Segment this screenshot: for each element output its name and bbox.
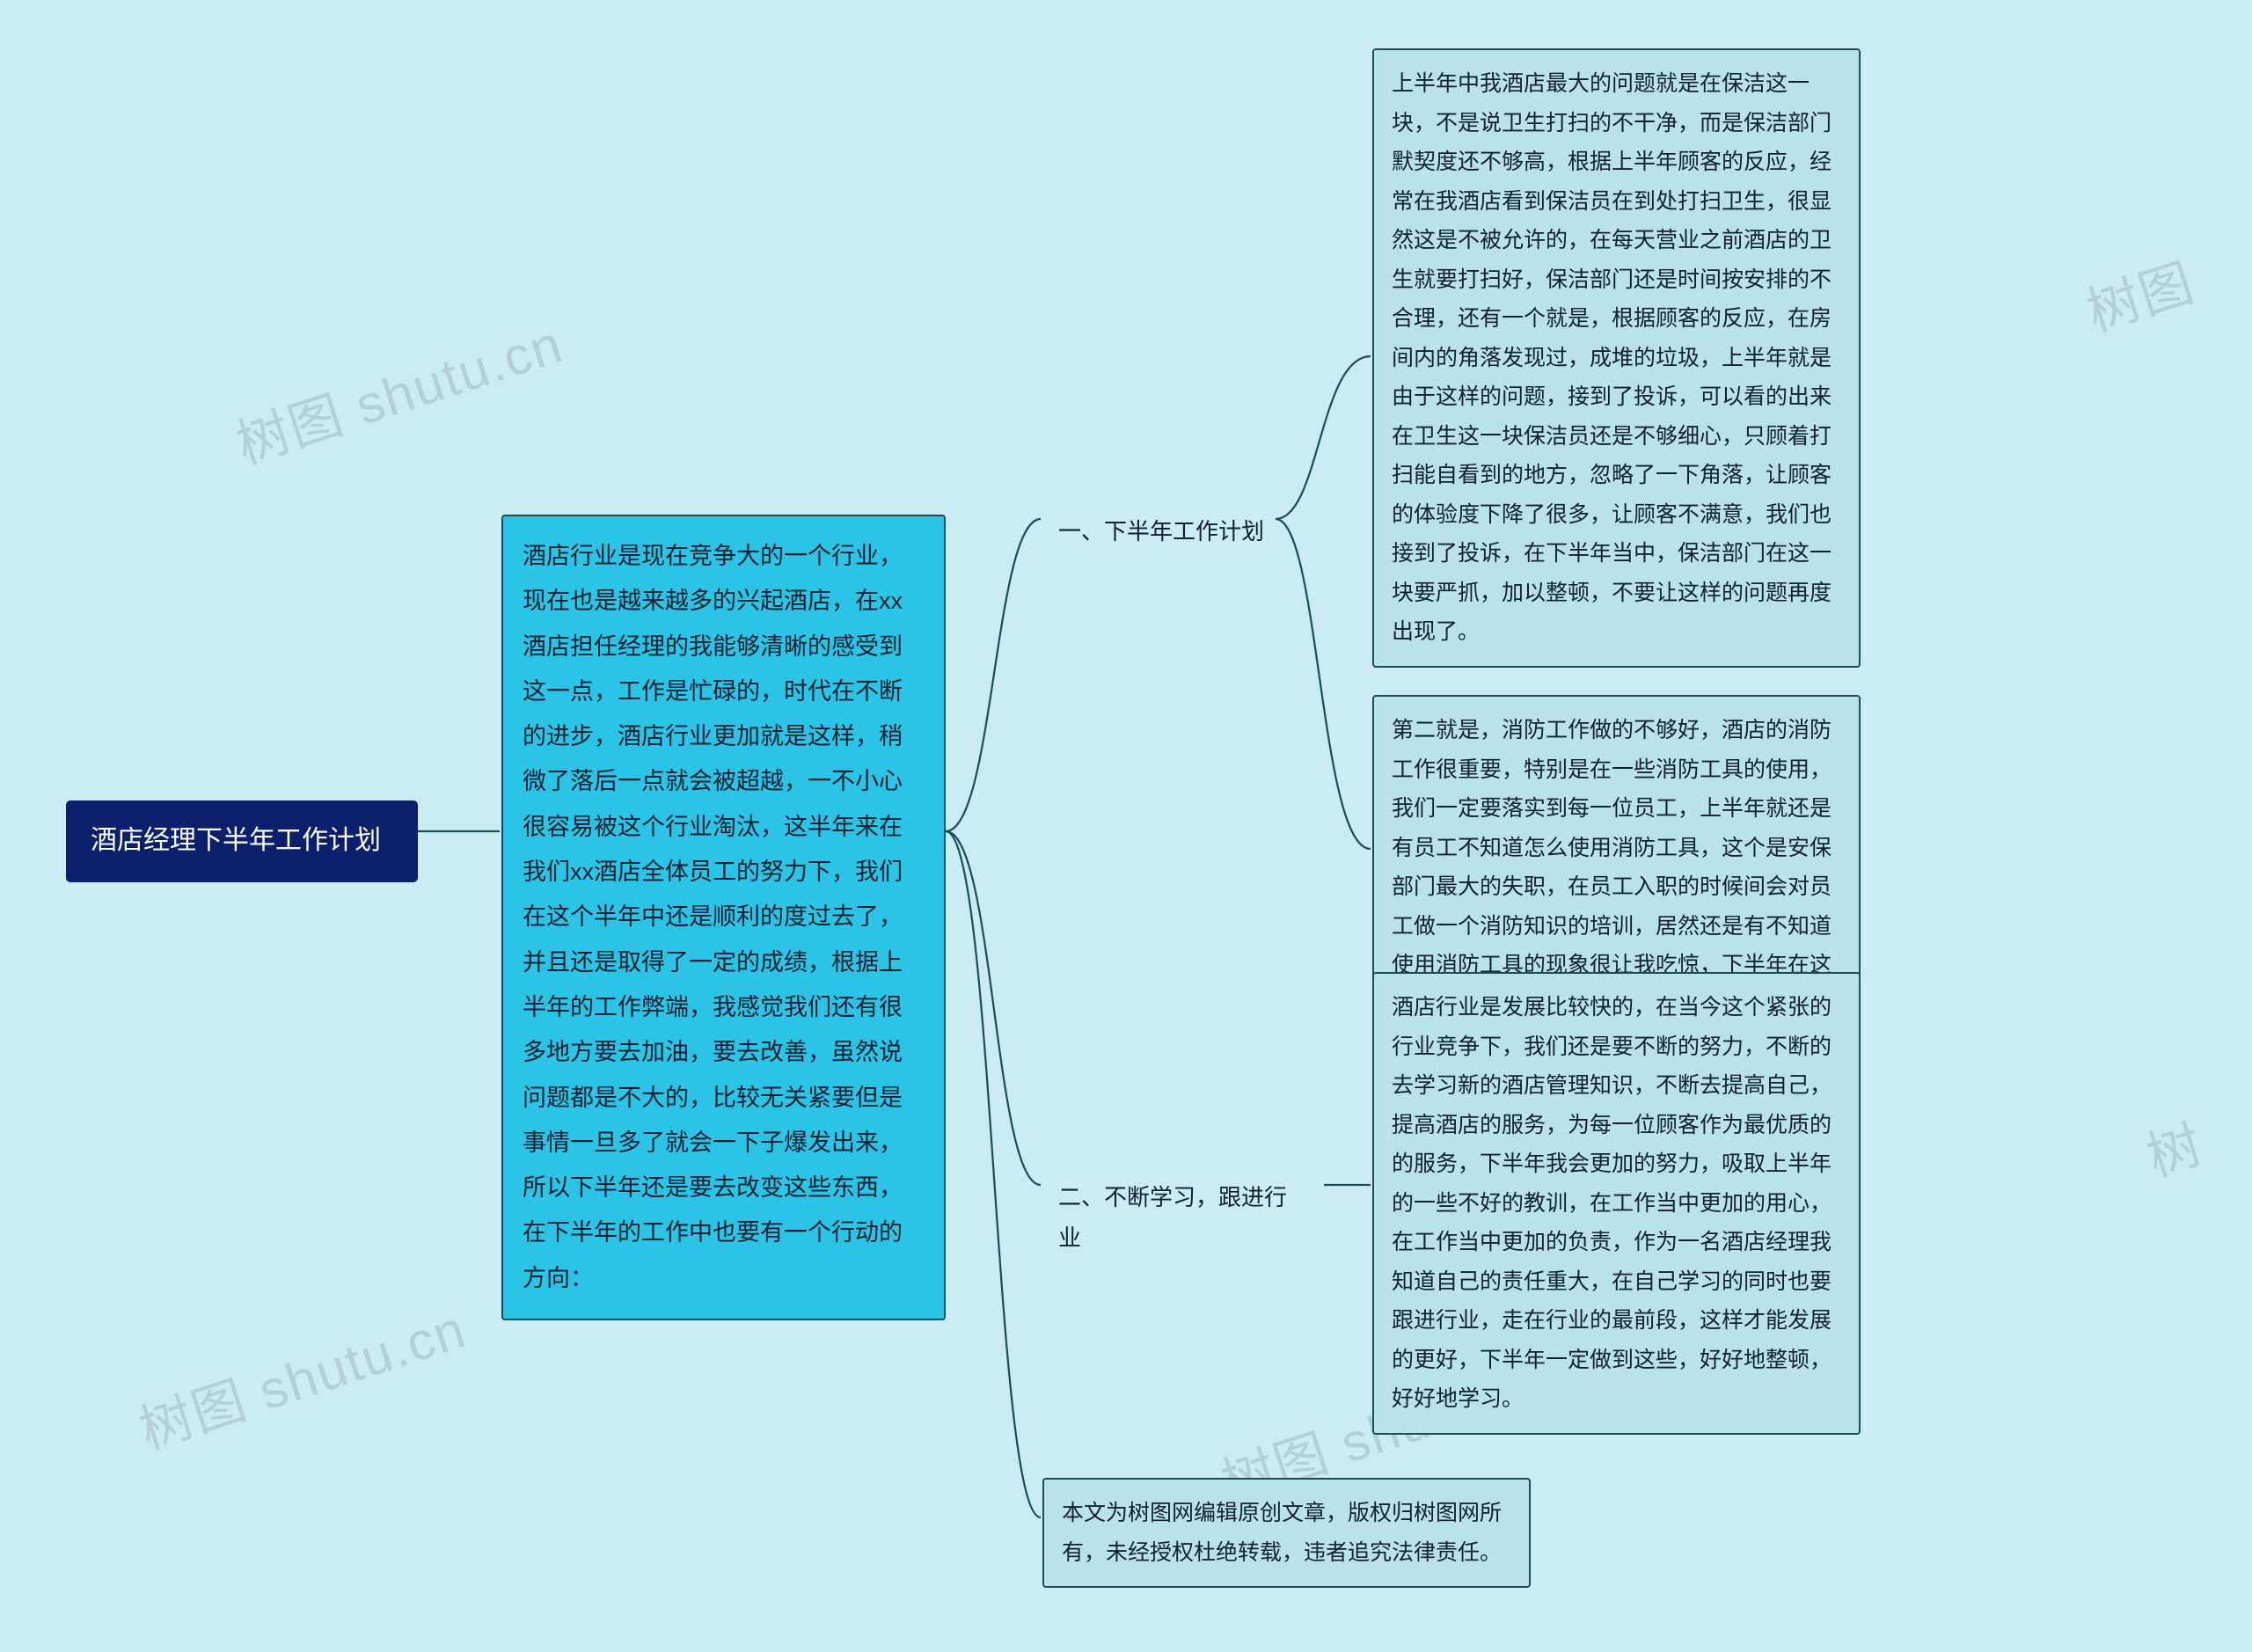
watermark: 树: [2136, 1102, 2212, 1192]
connector: [1276, 356, 1371, 519]
mindmap-intro[interactable]: 酒店行业是现在竞争大的一个行业，现在也是越来越多的兴起酒店，在xx酒店担任经理的…: [501, 515, 946, 1320]
branch-work-plan[interactable]: 一、下半年工作计划: [1042, 500, 1280, 565]
mindmap-root[interactable]: 酒店经理下半年工作计划: [66, 800, 418, 882]
watermark: 树图: [2076, 240, 2204, 347]
connector: [946, 831, 1041, 1185]
leaf-industry-learning[interactable]: 酒店行业是发展比较快的，在当今这个紧张的行业竞争下，我们还是要不断的努力，不断的…: [1372, 972, 1861, 1435]
watermark: 树图 shutu.cn: [128, 1287, 475, 1465]
branch-keep-learning[interactable]: 二、不断学习，跟进行业: [1042, 1166, 1324, 1270]
watermark: 树图 shutu.cn: [225, 302, 572, 479]
leaf-copyright[interactable]: 本文为树图网编辑原创文章，版权归树图网所有，未经授权杜绝转载，违者追究法律责任。: [1042, 1478, 1531, 1588]
connector: [946, 519, 1041, 831]
connector: [1276, 519, 1371, 849]
leaf-cleaning-issue[interactable]: 上半年中我酒店最大的问题就是在保洁这一块，不是说卫生打扫的不干净，而是保洁部门默…: [1372, 48, 1861, 668]
connector: [946, 831, 1041, 1517]
